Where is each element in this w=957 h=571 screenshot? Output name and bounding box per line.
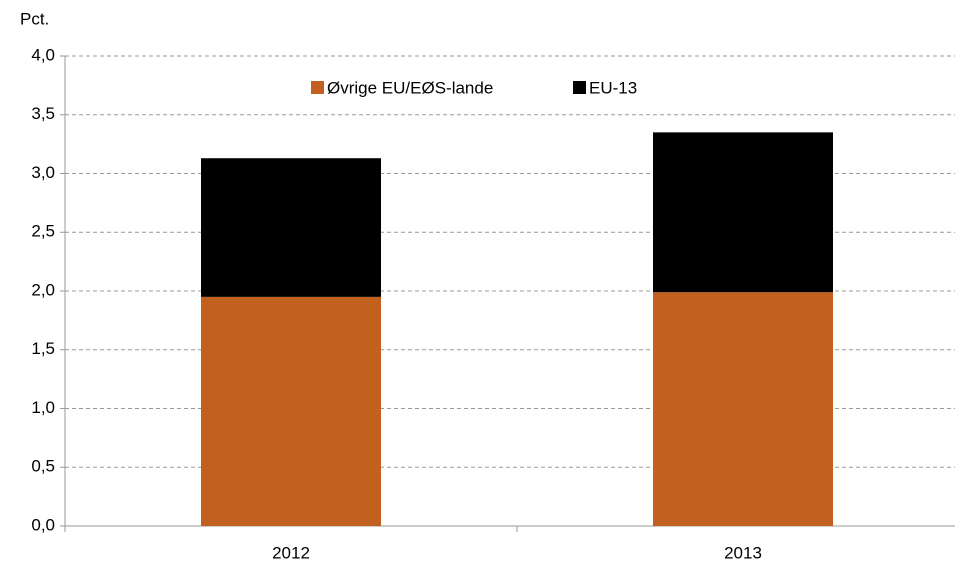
bar-segment bbox=[653, 132, 833, 293]
y-tick-label: 3,5 bbox=[31, 104, 55, 123]
bar-segment bbox=[201, 158, 381, 297]
y-tick-label: 1,5 bbox=[31, 339, 55, 358]
y-tick-label: 2,0 bbox=[31, 280, 55, 299]
legend-label: EU-13 bbox=[589, 78, 637, 97]
bar-segment bbox=[201, 296, 381, 526]
y-tick-label: 0,0 bbox=[31, 515, 55, 534]
legend-label: Øvrige EU/EØS-lande bbox=[327, 78, 493, 97]
legend-swatch bbox=[573, 81, 586, 94]
x-tick-label: 2012 bbox=[272, 543, 310, 562]
y-tick-label: 1,0 bbox=[31, 398, 55, 417]
x-tick-label: 2013 bbox=[724, 543, 762, 562]
y-tick-label: 0,5 bbox=[31, 457, 55, 476]
bar-segment bbox=[653, 292, 833, 526]
y-axis-label: Pct. bbox=[20, 9, 49, 28]
legend-swatch bbox=[311, 81, 324, 94]
y-tick-label: 2,5 bbox=[31, 222, 55, 241]
y-tick-label: 4,0 bbox=[31, 45, 55, 64]
y-tick-label: 3,0 bbox=[31, 163, 55, 182]
